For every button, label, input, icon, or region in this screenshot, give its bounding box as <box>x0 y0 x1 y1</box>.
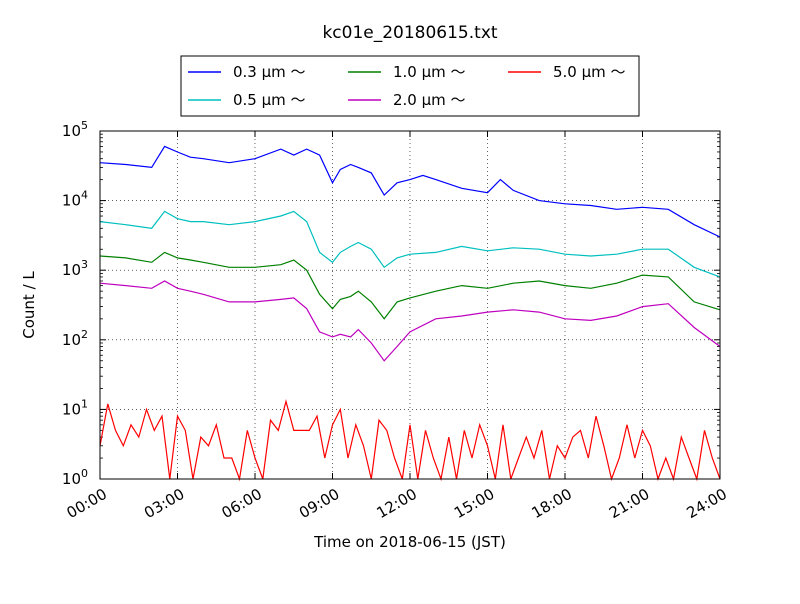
legend-label-4: 2.0 μm ～ <box>393 91 466 109</box>
series-line-5 <box>99 399 721 482</box>
y-tick-label: 102 <box>62 328 88 349</box>
y-axis-label: Count / L <box>20 271 38 339</box>
series-line-3 <box>99 251 721 320</box>
legend-label-5: 5.0 μm ～ <box>553 63 626 81</box>
series-line-1 <box>99 145 721 238</box>
x-axis-label: Time on 2018-06-15 (JST) <box>313 533 506 551</box>
series-line-4 <box>99 280 721 362</box>
y-tick-label: 105 <box>62 119 88 140</box>
legend: 0.3 μm ～ 0.5 μm ～ 1.0 μm ～ 2.0 μm ～ 5.0 μm ～ <box>180 55 640 117</box>
legend-label-1: 0.3 μm ～ <box>233 63 306 81</box>
y-tick-label: 101 <box>62 397 88 418</box>
y-tick-label: 104 <box>62 189 88 210</box>
y-tick-label: 103 <box>62 258 88 279</box>
chart-title: kc01e_20180615.txt <box>322 23 497 43</box>
legend-box <box>180 55 640 117</box>
series-line-2 <box>99 210 721 278</box>
y-tick-label: 100 <box>62 467 88 488</box>
legend-label-3: 1.0 μm ～ <box>393 63 466 81</box>
legend-label-2: 0.5 μm ～ <box>233 91 306 109</box>
